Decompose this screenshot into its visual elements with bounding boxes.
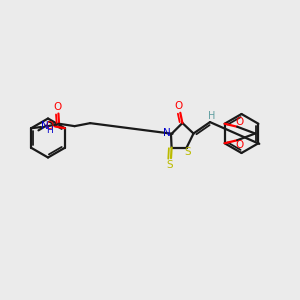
Text: S: S (167, 160, 173, 170)
Text: H: H (208, 110, 215, 121)
Text: N: N (41, 122, 49, 131)
Text: O: O (46, 121, 54, 130)
Text: O: O (53, 102, 62, 112)
Text: O: O (235, 140, 243, 150)
Text: O: O (174, 101, 183, 111)
Text: N: N (163, 128, 171, 138)
Text: H: H (46, 126, 52, 135)
Text: S: S (184, 147, 191, 157)
Text: O: O (235, 117, 243, 127)
